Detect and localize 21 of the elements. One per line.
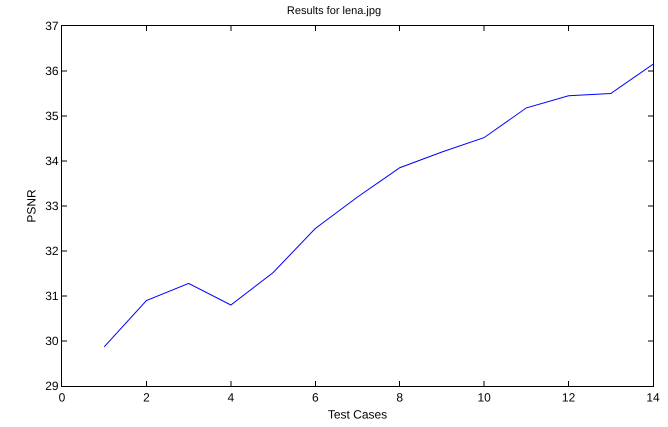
x-tick-label: 12	[562, 390, 576, 404]
y-tick-label: 33	[45, 199, 59, 214]
y-tick-label: 30	[45, 334, 59, 348]
y-tick-label: 29	[45, 379, 59, 394]
x-tick-label: 14	[646, 390, 660, 404]
y-tick-label: 32	[45, 244, 59, 258]
x-tick-label: 0	[58, 390, 66, 404]
x-tick-label: 10	[477, 390, 492, 404]
y-tick-label: 31	[45, 289, 59, 304]
x-tick-label: 6	[312, 390, 319, 404]
chart-title: Results for lena.jpg	[286, 5, 382, 18]
y-tick-label: 34	[45, 154, 59, 168]
x-tick-label: 4	[228, 390, 235, 404]
x-axis-title: Test Cases	[328, 407, 388, 422]
x-tick-label: 2	[143, 390, 150, 404]
line-series	[104, 64, 653, 348]
y-axis-title: PSNR	[24, 189, 39, 223]
y-tick-label: 37	[45, 19, 59, 34]
y-tick-label: 36	[45, 64, 59, 78]
x-tick-label: 8	[396, 390, 404, 404]
y-tick-label: 35	[45, 109, 59, 124]
